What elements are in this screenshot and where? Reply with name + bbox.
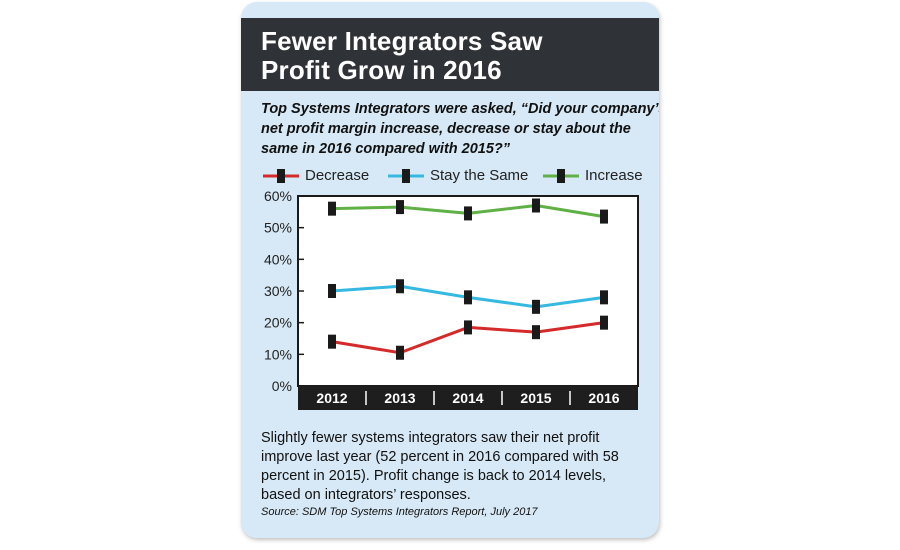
x-tick-label-2016: 2016 xyxy=(588,390,619,406)
chart-legend: Decrease Stay the Same Increase xyxy=(261,164,651,188)
y-tick-label-20: 20% xyxy=(264,315,292,331)
legend-label-decrease: Decrease xyxy=(305,167,370,184)
legend-swatch-increase xyxy=(543,169,579,183)
body-line-2: improve last year (52 percent in 2016 co… xyxy=(261,449,619,465)
x-tick-label-2014: 2014 xyxy=(452,390,483,406)
point-increase-2013 xyxy=(396,200,404,215)
point-increase-2014 xyxy=(464,206,472,221)
legend-label-stay-the-same: Stay the Same xyxy=(430,167,529,184)
point-same-2015 xyxy=(532,299,540,314)
point-decrease-2016 xyxy=(600,315,608,330)
point-same-2016 xyxy=(600,290,608,305)
question-line-3: same in 2016 compared with 2015?” xyxy=(261,141,511,157)
title-line-1: Fewer Integrators Saw xyxy=(261,26,543,56)
point-decrease-2013 xyxy=(396,345,404,360)
legend-swatch-stay-the-same xyxy=(388,169,424,183)
title-banner: Fewer Integrators Saw Profit Grow in 201… xyxy=(241,18,659,91)
point-increase-2016 xyxy=(600,209,608,224)
x-tick-label-2013: 2013 xyxy=(384,390,415,406)
infographic-card: Fewer Integrators Saw Profit Grow in 201… xyxy=(241,2,659,538)
plot-area xyxy=(297,195,639,387)
y-tick-label-0: 0% xyxy=(272,378,292,394)
point-increase-2015 xyxy=(532,198,540,213)
body-line-3: percent in 2015). Profit change is back … xyxy=(261,468,606,484)
title-line-2: Profit Grow in 2016 xyxy=(261,55,502,85)
line-chart: 0% 10% 20% 30% 40% 50% 60% 2012 2013 2014 2015 2016 xyxy=(264,188,639,410)
y-tick-label-40: 40% xyxy=(264,251,292,267)
source-note: Source: SDM Top Systems Integrators Repo… xyxy=(261,506,538,518)
legend-label-increase: Increase xyxy=(585,167,643,184)
point-decrease-2012 xyxy=(328,334,336,349)
x-axis-band xyxy=(298,386,638,410)
point-decrease-2014 xyxy=(464,320,472,335)
question-line-1: Top Systems Integrators were asked, “Did… xyxy=(261,101,659,117)
point-increase-2012 xyxy=(328,201,336,216)
point-decrease-2015 xyxy=(532,325,540,340)
x-tick-label-2015: 2015 xyxy=(520,390,551,406)
y-tick-label-10: 10% xyxy=(264,346,292,362)
x-tick-label-2012: 2012 xyxy=(316,390,347,406)
point-same-2014 xyxy=(464,290,472,305)
body-line-4: based on integrators’ responses. xyxy=(261,487,471,503)
y-tick-label-60: 60% xyxy=(264,188,292,204)
legend-swatch-decrease xyxy=(263,169,299,183)
body-line-1: Slightly fewer systems integrators saw t… xyxy=(261,430,600,446)
y-tick-label-50: 50% xyxy=(264,220,292,236)
point-same-2012 xyxy=(328,284,336,298)
question-line-2: net profit margin increase, decrease or … xyxy=(261,121,631,137)
point-same-2013 xyxy=(396,279,404,294)
y-tick-label-30: 30% xyxy=(264,283,292,299)
